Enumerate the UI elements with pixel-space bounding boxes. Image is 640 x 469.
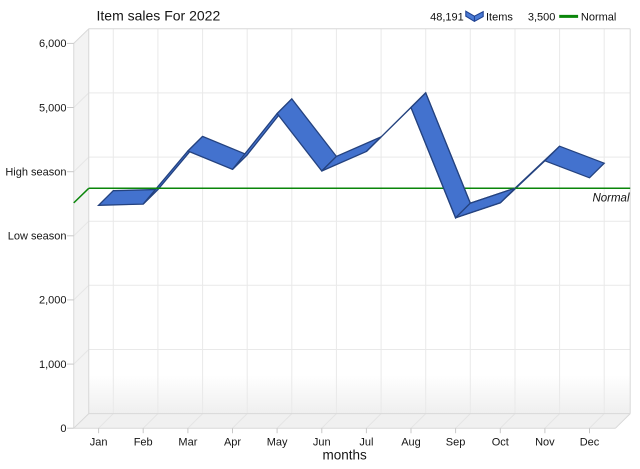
svg-text:Normal: Normal <box>581 11 616 23</box>
svg-text:Nov: Nov <box>535 437 555 449</box>
svg-text:Item sales For 2022: Item sales For 2022 <box>97 8 221 24</box>
svg-text:High season: High season <box>5 167 66 179</box>
svg-text:Oct: Oct <box>492 437 509 449</box>
svg-text:Dec: Dec <box>580 437 600 449</box>
svg-text:May: May <box>267 437 288 449</box>
svg-text:Aug: Aug <box>401 437 421 449</box>
svg-text:Low season: Low season <box>8 231 67 243</box>
svg-text:Mar: Mar <box>178 437 197 449</box>
svg-text:3,500: 3,500 <box>528 11 556 23</box>
svg-text:2,000: 2,000 <box>39 295 67 307</box>
svg-text:Sep: Sep <box>446 437 466 449</box>
svg-text:5,000: 5,000 <box>39 102 67 114</box>
svg-text:Jun: Jun <box>313 437 331 449</box>
svg-text:48,191: 48,191 <box>430 11 464 23</box>
svg-text:Jan: Jan <box>90 437 108 449</box>
svg-text:Normal: Normal <box>592 193 630 205</box>
svg-text:months: months <box>322 447 367 462</box>
svg-text:6,000: 6,000 <box>39 38 67 50</box>
svg-text:Items: Items <box>486 11 513 23</box>
svg-text:Jul: Jul <box>359 437 373 449</box>
svg-text:Apr: Apr <box>224 437 241 449</box>
svg-text:Feb: Feb <box>134 437 153 449</box>
svg-text:0: 0 <box>60 423 66 435</box>
svg-text:1,000: 1,000 <box>39 359 67 371</box>
